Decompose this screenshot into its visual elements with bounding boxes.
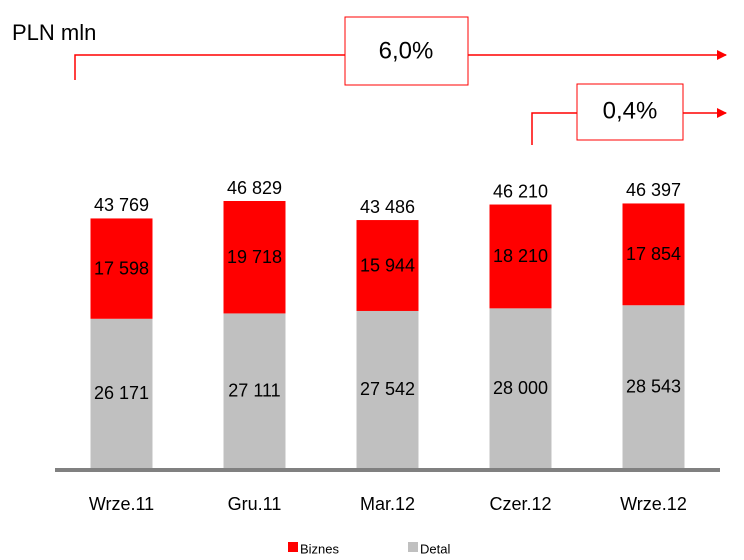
bar-segment	[622, 305, 685, 468]
value-label: 28 543	[626, 376, 681, 396]
bar-segment	[489, 204, 552, 309]
bar-segment	[223, 313, 286, 468]
x-tick-label: Mar.12	[360, 494, 415, 514]
growth-label: 0,4%	[603, 97, 658, 124]
value-label: 26 171	[94, 383, 149, 403]
legend-swatch	[288, 542, 298, 552]
bar-segment	[622, 203, 685, 306]
total-label: 43 769	[94, 195, 149, 215]
value-label: 28 000	[493, 378, 548, 398]
bar-segment	[90, 318, 153, 468]
growth-label: 6,0%	[379, 37, 434, 64]
value-label: 19 718	[227, 247, 282, 267]
value-label: 27 542	[360, 379, 415, 399]
bar-segment	[356, 220, 419, 311]
value-label: 18 210	[493, 246, 548, 266]
value-label: 17 854	[626, 244, 681, 264]
value-label: 17 598	[94, 258, 149, 278]
growth-box	[344, 16, 469, 86]
x-tick-label: Gru.11	[228, 494, 282, 514]
bar-segment	[356, 310, 419, 468]
x-tick-label: Wrze.12	[620, 494, 687, 514]
x-tick-label: Wrze.11	[89, 494, 154, 514]
total-label: 46 210	[493, 181, 548, 201]
growth-box	[576, 83, 684, 141]
legend-label: Biznes	[300, 541, 340, 556]
bar-segment	[223, 201, 286, 314]
total-label: 43 486	[360, 197, 415, 217]
total-label: 46 397	[626, 180, 681, 200]
x-tick-label: Czer.12	[489, 494, 551, 514]
unit-label: PLN mln	[12, 20, 96, 45]
value-label: 27 111	[228, 380, 280, 400]
growth-arrow	[74, 50, 727, 80]
bar-segment	[489, 308, 552, 468]
bar-segment	[90, 218, 153, 319]
total-label: 46 829	[227, 178, 282, 198]
legend-label: Detal	[420, 541, 450, 556]
value-label: 15 944	[360, 255, 415, 275]
legend-swatch	[408, 542, 418, 552]
